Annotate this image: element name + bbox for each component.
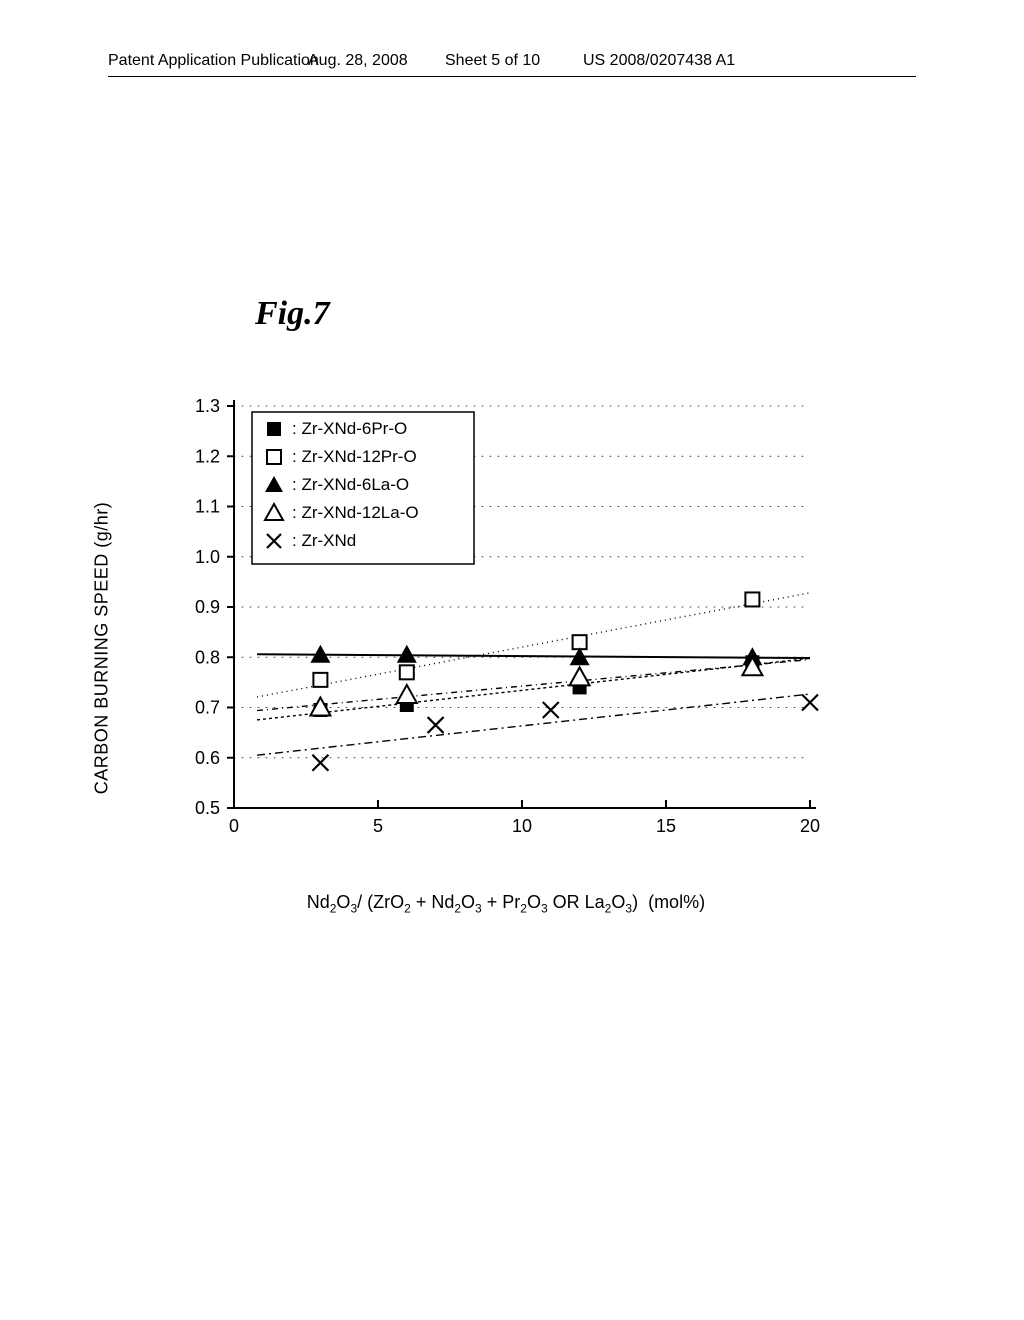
svg-text:0.8: 0.8 bbox=[195, 647, 220, 667]
header-date: Aug. 28, 2008 bbox=[308, 52, 408, 70]
svg-text:15: 15 bbox=[656, 816, 676, 836]
svg-text:: Zr-XNd-12Pr-O: : Zr-XNd-12Pr-O bbox=[292, 447, 417, 466]
svg-text:: Zr-XNd: : Zr-XNd bbox=[292, 531, 356, 550]
svg-text:0.6: 0.6 bbox=[195, 748, 220, 768]
svg-text:: Zr-XNd-12La-O: : Zr-XNd-12La-O bbox=[292, 503, 419, 522]
x-axis-label: Nd2O3/ (ZrO2 + Nd2O3 + Pr2O3 OR La2O3) (… bbox=[307, 892, 705, 916]
svg-text:: Zr-XNd-6La-O: : Zr-XNd-6La-O bbox=[292, 475, 409, 494]
chart-container: CARBON BURNING SPEED (g/hr) 0.50.60.70.8… bbox=[122, 388, 842, 908]
svg-text:1.2: 1.2 bbox=[195, 446, 220, 466]
svg-text:0: 0 bbox=[229, 816, 239, 836]
svg-text:1.1: 1.1 bbox=[195, 497, 220, 517]
chart-svg: 0.5 0.6 0.7 0.8 0.9 1.0 1.1 1.2 1.3 0 5 10 15 20 : Zr-… bbox=[122, 388, 842, 858]
header-sheet: Sheet 5 of 10 bbox=[445, 52, 540, 70]
svg-text:1.3: 1.3 bbox=[195, 396, 220, 416]
svg-text:10: 10 bbox=[512, 816, 532, 836]
figure-label: Fig.7 bbox=[255, 295, 330, 333]
header-rule bbox=[108, 76, 916, 77]
svg-text:0.7: 0.7 bbox=[195, 698, 220, 718]
svg-text:5: 5 bbox=[373, 816, 383, 836]
header-pubno: US 2008/0207438 A1 bbox=[583, 52, 735, 70]
y-axis-label: CARBON BURNING SPEED (g/hr) bbox=[92, 502, 113, 795]
svg-text:1.0: 1.0 bbox=[195, 547, 220, 567]
svg-text:20: 20 bbox=[800, 816, 820, 836]
svg-text:0.9: 0.9 bbox=[195, 597, 220, 617]
svg-text:: Zr-XNd-6Pr-O: : Zr-XNd-6Pr-O bbox=[292, 419, 407, 438]
header-publication: Patent Application Publication bbox=[108, 52, 319, 70]
svg-text:0.5: 0.5 bbox=[195, 798, 220, 818]
